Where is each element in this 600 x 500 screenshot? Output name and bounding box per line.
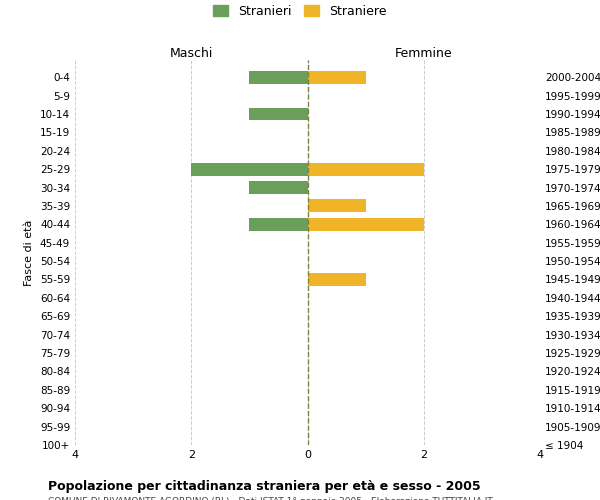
Bar [250, 71, 308, 84]
Bar [250, 181, 308, 194]
Bar [191, 162, 308, 175]
Bar [308, 71, 365, 84]
Text: Maschi: Maschi [170, 47, 213, 60]
Bar [250, 218, 308, 231]
Bar [308, 162, 424, 175]
Bar [308, 200, 365, 212]
Text: Popolazione per cittadinanza straniera per età e sesso - 2005: Popolazione per cittadinanza straniera p… [48, 480, 481, 493]
Text: COMUNE DI RIVAMONTE AGORDINO (BL) - Dati ISTAT 1° gennaio 2005 - Elaborazione TU: COMUNE DI RIVAMONTE AGORDINO (BL) - Dati… [48, 498, 493, 500]
Bar [250, 108, 308, 120]
Y-axis label: Fasce di età: Fasce di età [25, 220, 34, 286]
Legend: Stranieri, Straniere: Stranieri, Straniere [209, 1, 391, 21]
Text: Femmine: Femmine [395, 47, 452, 60]
Bar [308, 218, 424, 231]
Bar [308, 273, 365, 286]
